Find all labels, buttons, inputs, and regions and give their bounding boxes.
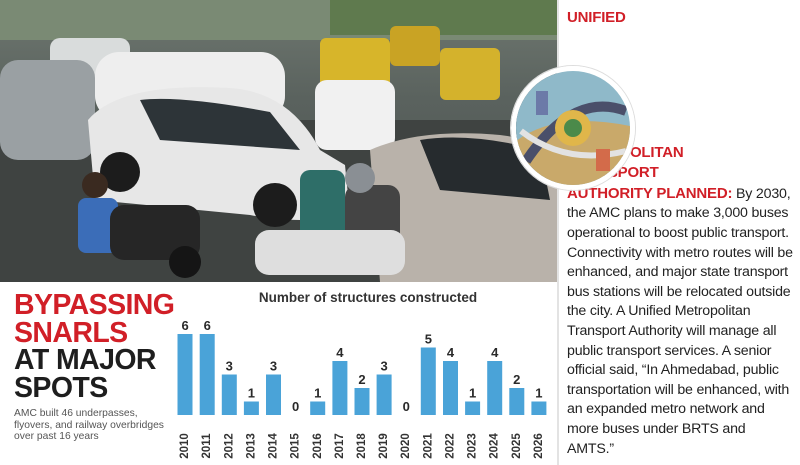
tick-label-2012: 2012 xyxy=(223,433,235,459)
sidebar-body: By 2030, the AMC plans to make 3,000 bus… xyxy=(567,185,793,457)
data-label-2012: 3 xyxy=(226,359,233,374)
data-label-2014: 3 xyxy=(270,359,277,374)
bar-2022 xyxy=(443,361,458,415)
tick-label-2021: 2021 xyxy=(422,433,434,459)
traffic-photo xyxy=(0,0,557,282)
tick-label-2014: 2014 xyxy=(268,433,280,459)
bar-2018 xyxy=(354,388,370,415)
headline-line-4: SPOTS xyxy=(14,371,108,404)
headline-line-3: AT MAJOR xyxy=(14,344,157,376)
data-label-2015: 0 xyxy=(292,399,299,414)
data-label-2026: 1 xyxy=(535,386,542,401)
tick-label-2019: 2019 xyxy=(378,433,390,459)
tick-label-2024: 2024 xyxy=(489,433,501,459)
bar-2011 xyxy=(199,334,215,415)
tick-label-2016: 2016 xyxy=(312,433,324,459)
tick-label-2022: 2022 xyxy=(445,433,457,459)
tick-label-2018: 2018 xyxy=(356,433,368,459)
data-label-2023: 1 xyxy=(469,386,476,401)
data-label-2019: 3 xyxy=(380,359,387,374)
bar-2019 xyxy=(376,374,392,415)
tick-label-2015: 2015 xyxy=(290,433,302,459)
data-label-2024: 4 xyxy=(491,345,499,360)
data-label-2016: 1 xyxy=(314,386,321,401)
data-label-2013: 1 xyxy=(248,386,255,401)
bar-2021 xyxy=(420,347,436,415)
structures-bar-chart: Number of structures constructed 6201062… xyxy=(177,290,547,459)
tick-label-2010: 2010 xyxy=(179,433,191,459)
bar-2012 xyxy=(221,374,237,415)
metro-illustration xyxy=(516,71,630,185)
tick-label-2017: 2017 xyxy=(334,433,346,459)
tick-label-2013: 2013 xyxy=(245,433,257,459)
bars-group: 6201062011320121201332014020151201642017… xyxy=(177,318,547,459)
data-label-2020: 0 xyxy=(403,399,410,414)
data-label-2021: 5 xyxy=(425,332,432,347)
bar-2010 xyxy=(177,334,193,415)
tick-label-2025: 2025 xyxy=(511,433,523,459)
bar-2023 xyxy=(465,401,481,415)
metro-illustration-inset xyxy=(511,66,635,190)
bar-2014 xyxy=(266,374,281,415)
headline-subtext: AMC built 46 underpasses, flyovers, and … xyxy=(14,408,164,442)
headline-line-1: BYPASSING xyxy=(14,289,175,321)
bar-2013 xyxy=(243,401,259,415)
data-label-2025: 2 xyxy=(513,372,520,387)
tick-label-2023: 2023 xyxy=(467,433,479,459)
data-label-2010: 6 xyxy=(181,318,188,333)
chart-title: Number of structures constructed xyxy=(259,290,477,305)
bar-2025 xyxy=(509,388,525,415)
bar-2026 xyxy=(531,401,547,415)
data-label-2017: 4 xyxy=(336,345,344,360)
bar-2024 xyxy=(487,361,503,415)
data-label-2018: 2 xyxy=(358,372,365,387)
data-label-2011: 6 xyxy=(204,318,211,333)
bar-2016 xyxy=(310,401,326,415)
tick-label-2020: 2020 xyxy=(400,433,412,459)
traffic-photo-illustration xyxy=(0,0,557,282)
data-label-2022: 4 xyxy=(447,345,455,360)
bar-2017 xyxy=(332,361,348,415)
tick-label-2011: 2011 xyxy=(201,433,213,459)
tick-label-2026: 2026 xyxy=(533,433,545,459)
headline-line-2: SNARLS xyxy=(14,316,128,349)
headline: BYPASSING SNARLS AT MAJOR SPOTS xyxy=(14,289,175,404)
inset-image-space xyxy=(681,68,800,176)
